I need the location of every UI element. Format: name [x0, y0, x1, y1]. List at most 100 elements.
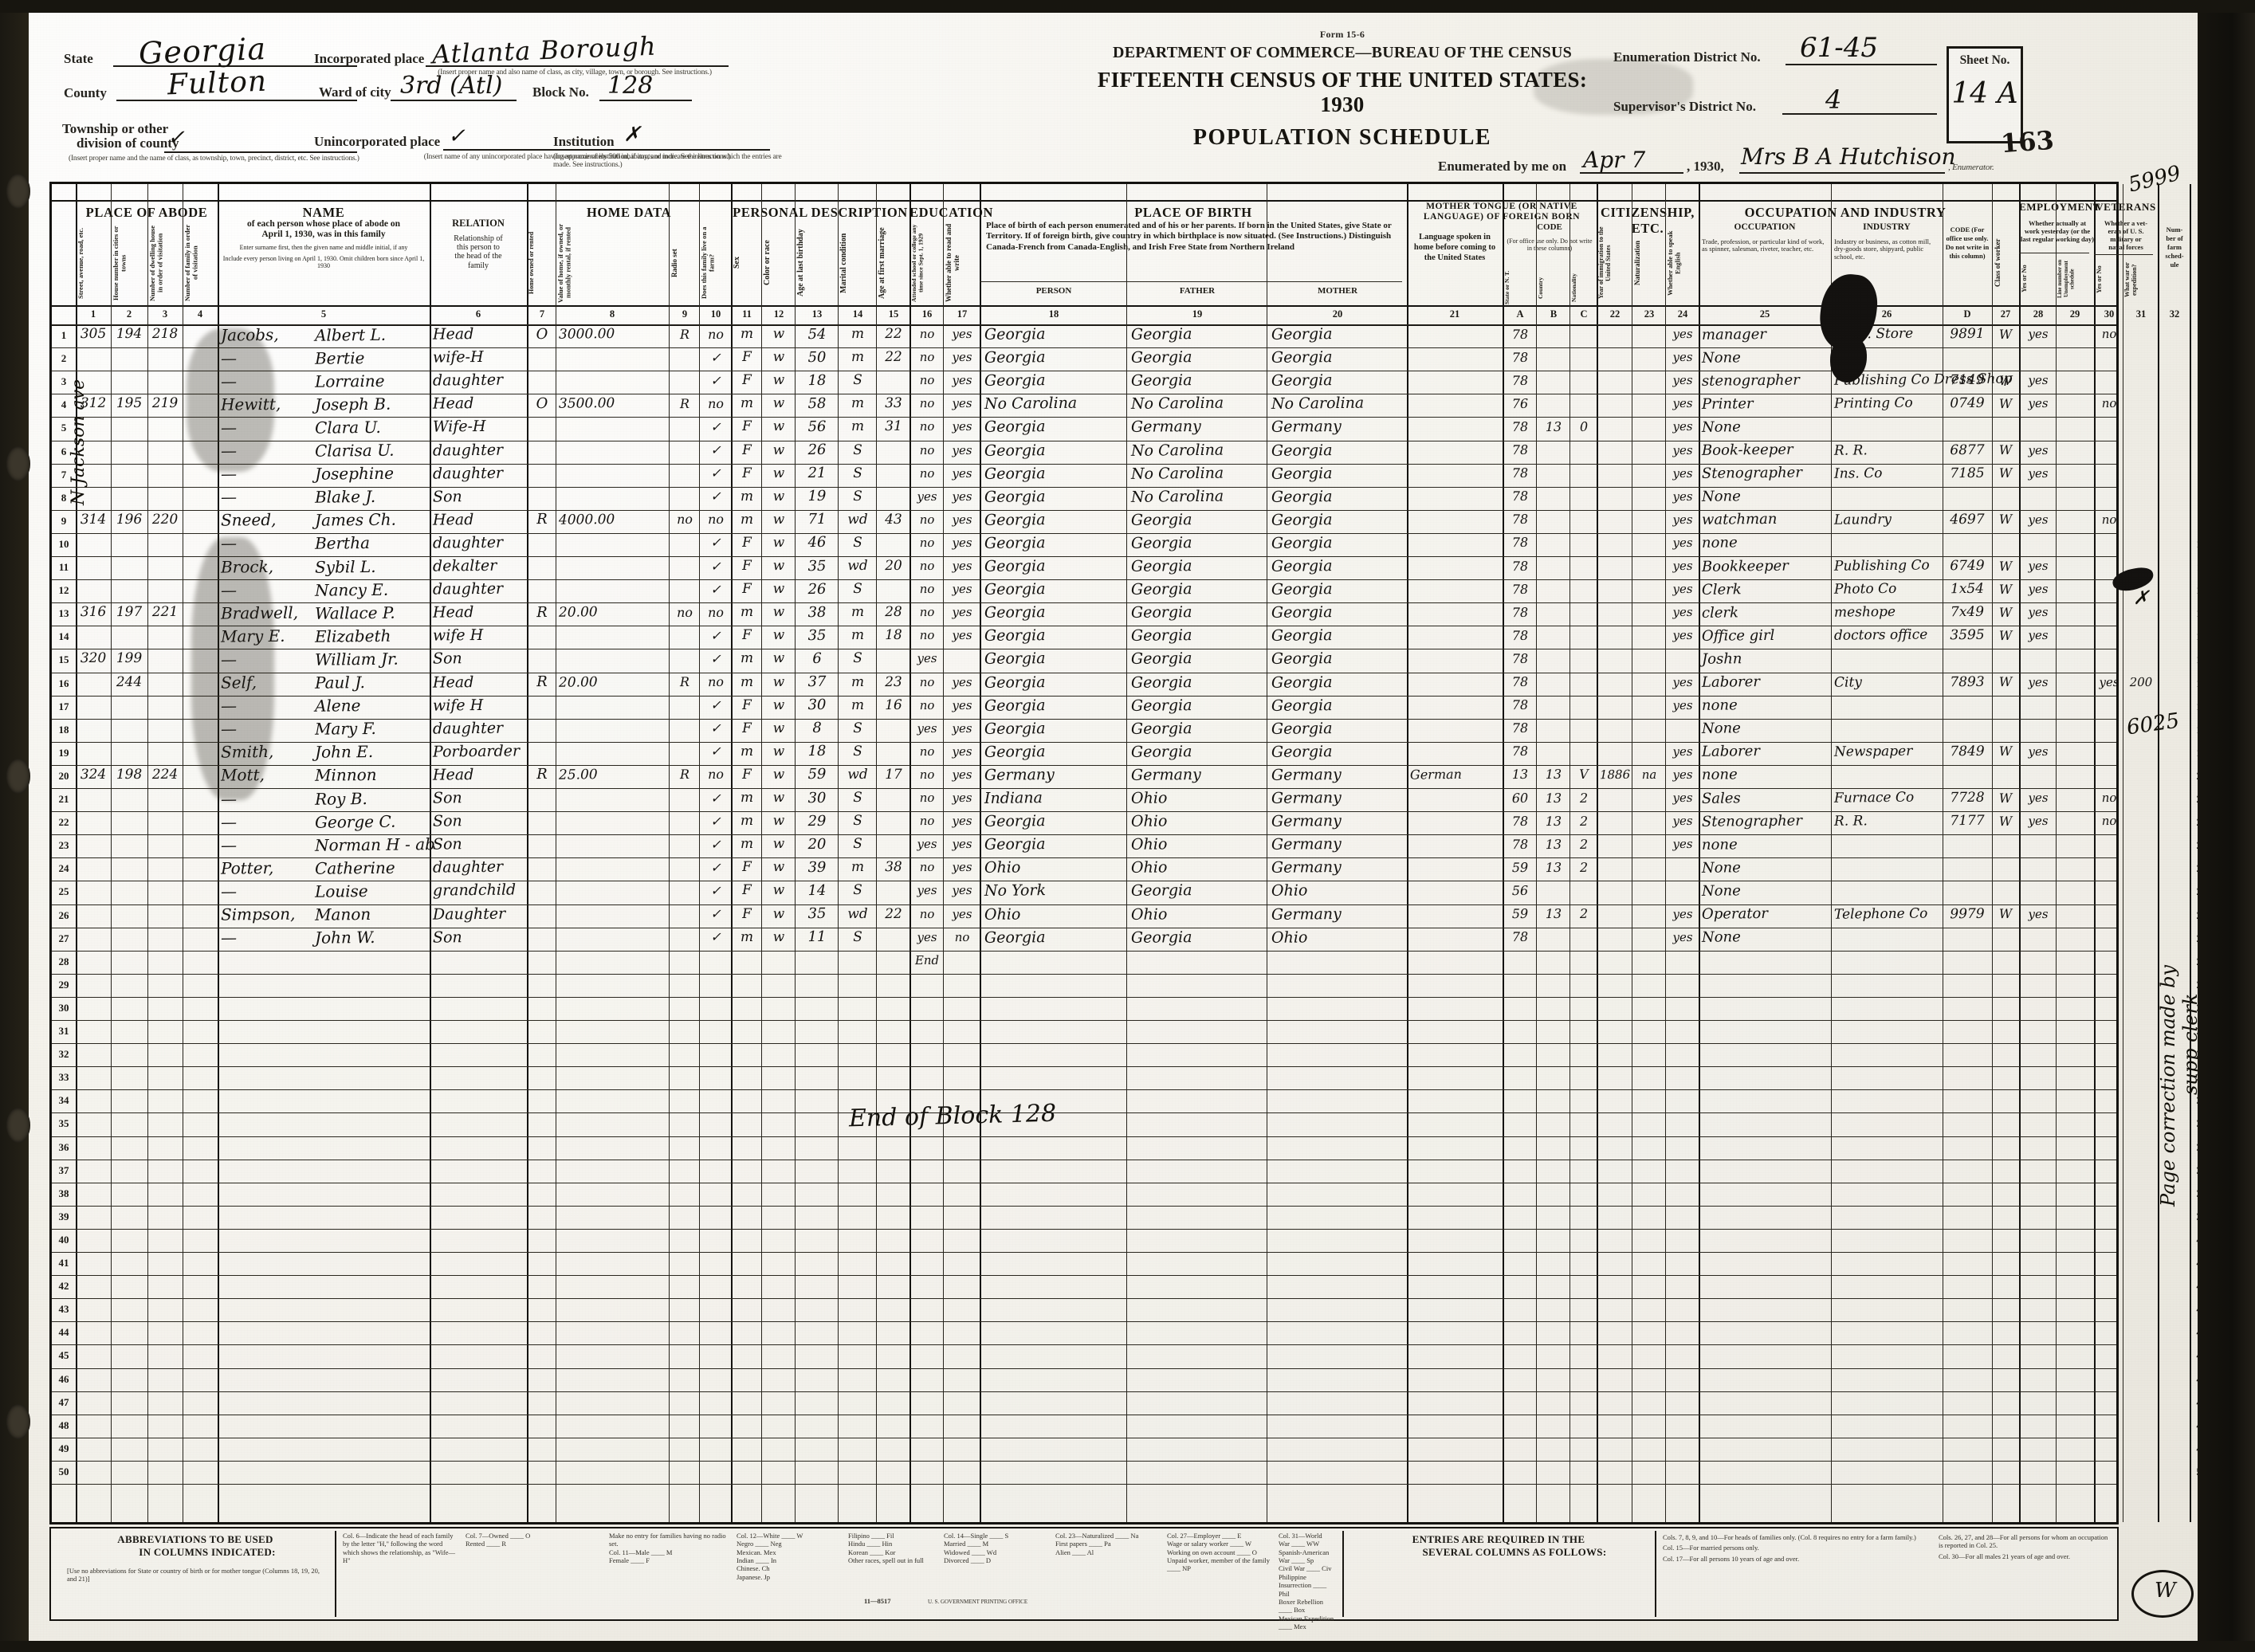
cell-birth_mother-row-12: Georgia [1271, 580, 1333, 599]
cell-relation-row-6: daughter [432, 441, 504, 460]
cell-given-row-6: Clarisa U. [314, 440, 395, 461]
cell-code_b-row-26: 13 [1545, 905, 1562, 922]
column-number-3: 3 [162, 308, 168, 320]
clerk-stamp-letter: W [2155, 1579, 2176, 1603]
cell-natz-row-20: na [1641, 767, 1657, 783]
row-number-left: 49 [58, 1442, 69, 1454]
cell-sex-row-27: m [740, 928, 754, 945]
footer-abbrev-line: Unpaid worker, member of the family ____… [1167, 1556, 1271, 1573]
col-divider-read [943, 184, 944, 1522]
row-line-39 [52, 1228, 2116, 1230]
cell-vet-row-16: yes [2099, 674, 2119, 689]
cell-birth_father-row-18: Georgia [1130, 719, 1192, 738]
cell-code_a-row-19: 78 [1511, 744, 1529, 759]
cell-sex-row-4: m [740, 395, 754, 412]
cell-emp_yes-row-13: yes [2028, 605, 2049, 620]
cell-vet-row-9: no [2101, 512, 2117, 527]
cell-read-row-18: yes [952, 720, 972, 736]
cell-race-row-22: w [772, 813, 785, 830]
cell-birth_mother-row-21: Germany [1271, 789, 1342, 807]
cell-birth_father-row-17: Georgia [1130, 696, 1192, 715]
cell-english-row-9: yes [1672, 512, 1693, 527]
footer-abbrev-group-1: Col. 7—Owned ____ O Rented ____ R [466, 1532, 603, 1548]
cell-birth_father-row-4: No Carolina [1130, 394, 1224, 414]
entries-right-list: Cols. 26, 27, and 28—For all persons for… [1939, 1533, 2114, 1563]
ink-blot-employment-header-2 [1830, 336, 1867, 383]
cell-birth_person-row-26: Ohio [984, 905, 1021, 924]
cell-sex-row-14: F [741, 627, 752, 644]
cell-birth_mother-row-18: Georgia [1271, 719, 1333, 738]
cell-age-row-7: 21 [807, 465, 827, 482]
cell-school-row-5: no [919, 419, 935, 434]
column-header-14: Marital condition [839, 233, 848, 293]
left-margin-note: N Jackson ave [69, 379, 88, 505]
cell-read-row-5: yes [952, 419, 972, 434]
cell-relation-row-23: Son [432, 835, 462, 853]
cell-relation-row-16: Head [432, 673, 474, 692]
cell-radio-row-16: R [679, 673, 690, 690]
row-number-left: 5 [61, 422, 67, 434]
cell-birth_mother-row-9: Georgia [1271, 510, 1333, 529]
cell-school-row-8: yes [917, 489, 937, 504]
footer-entry-line: Col. 15—For married persons only. [1663, 1544, 1759, 1552]
cell-occupation-row-25: None [1701, 882, 1741, 900]
col-divider-age_m [876, 184, 877, 1522]
name-desc-line4: Include every person living on April 1, … [222, 254, 425, 269]
cell-school-row-2: no [919, 350, 935, 365]
cell-read-row-21: yes [952, 790, 972, 806]
cell-code_a-row-9: 78 [1511, 512, 1529, 528]
col-divider-sex [731, 184, 733, 1522]
column-header-9: Radio set [670, 249, 678, 277]
cell-marital-row-16: m [851, 673, 865, 690]
cell-house-row-15: 199 [116, 650, 143, 667]
cell-age-row-11: 35 [807, 557, 827, 575]
footer-entry-line: Col. 17—For all persons 10 years of age … [1663, 1554, 1800, 1563]
cell-radio-row-20: R [679, 767, 690, 783]
cell-value-row-16: 20.00 [558, 673, 598, 691]
footer-abbrev-line: Col. 12—White ____ W [737, 1532, 803, 1540]
row-number-left: 50 [58, 1465, 69, 1477]
column-number-11: 11 [742, 308, 752, 320]
col-divider-birth_person [980, 184, 981, 1522]
cell-birth_person-row-9: Georgia [984, 510, 1046, 529]
cell-given-row-3: Lorraine [314, 371, 385, 391]
farm-sched-line-2: ber of [2166, 234, 2183, 243]
cell-birth_father-row-6: No Carolina [1130, 441, 1224, 460]
cell-birth_father-row-12: Georgia [1130, 580, 1192, 599]
cell-birth_person-row-27: Georgia [984, 928, 1046, 947]
cell-birth_father-row-2: Georgia [1130, 348, 1192, 367]
column-number-22: 22 [1609, 308, 1621, 320]
footer-abbrev-line: Philippine Insurrection ____ Phil [1279, 1572, 1327, 1598]
cell-read-row-8: yes [952, 489, 972, 504]
sheet-number-box: Sheet No. 14 A [1947, 46, 2023, 143]
form-footer: ABBREVIATIONS TO BE USED IN COLUMNS INDI… [49, 1527, 2119, 1630]
column-header-7: Home owned or rented [528, 231, 535, 295]
cell-farm-row-24: ✓ [710, 859, 721, 875]
footer-abbrev-line: Rented ____ R [466, 1540, 506, 1548]
footer-abbrev-line: Mexican Expedition ____ Mex [1279, 1614, 1334, 1630]
row-line-17 [52, 718, 2116, 720]
cell-value-row-20: 25.00 [558, 767, 598, 783]
cell-occupation-row-18: None [1701, 720, 1741, 738]
cell-industry-row-21: Furnace Co [1833, 789, 1915, 806]
cell-given-row-8: Blake J. [314, 487, 376, 507]
punch-hole-3 [6, 759, 30, 794]
column-number-29: 29 [2069, 308, 2080, 320]
cell-english-row-12: yes [1672, 582, 1693, 597]
cell-age_m-row-24: 38 [885, 859, 902, 876]
col-divider-radio [669, 184, 670, 1522]
row-number-left: 27 [58, 932, 69, 944]
cell-radio-row-4: R [679, 395, 690, 411]
farm-schedule-header: Num-ber of farm sched-ule [2159, 226, 2190, 304]
cell-read-row-24: yes [952, 860, 972, 875]
row-line-19 [52, 764, 2116, 766]
cell-age_m-row-16: 23 [885, 673, 902, 690]
cell-occupation-row-9: watchman [1701, 511, 1778, 529]
cell-sex-row-21: m [740, 789, 754, 806]
cell-farm-row-13: no [707, 604, 725, 620]
column-header-A: State or N. T. [1504, 270, 1511, 305]
cell-code_d-row-7: 7185 [1950, 465, 1985, 481]
cell-english-row-3: yes [1672, 373, 1693, 388]
cell-dwell-row-13: 221 [151, 604, 179, 621]
cell-english-row-21: yes [1672, 790, 1693, 806]
